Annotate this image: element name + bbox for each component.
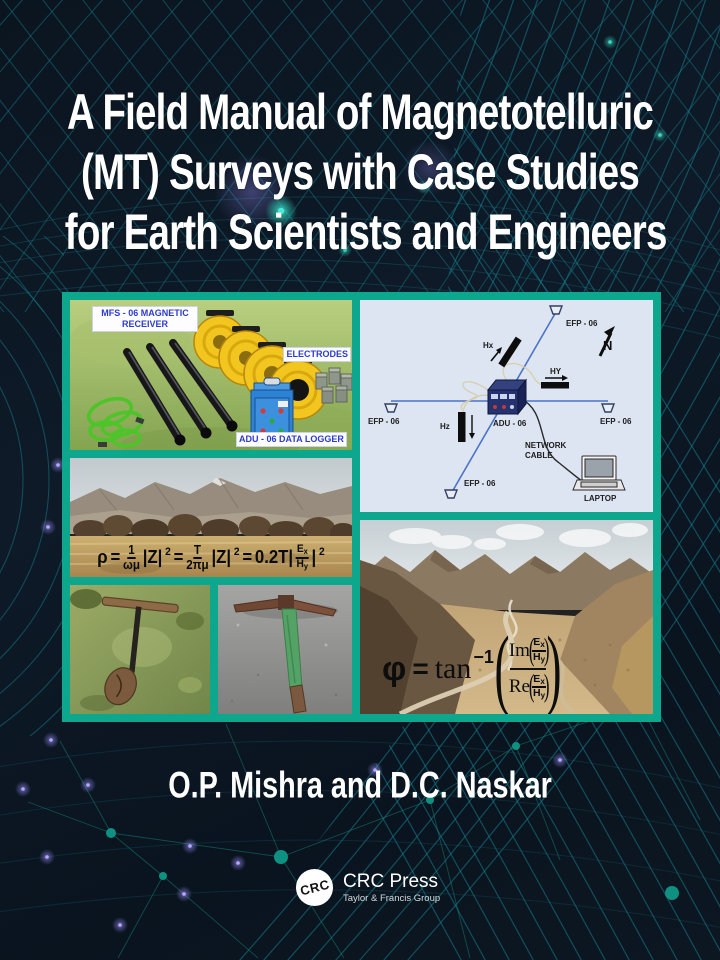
- auger-photo-panel: [62, 577, 218, 722]
- publisher-tagline: Taylor & Francis Group: [343, 892, 441, 904]
- crc-logo: CRC: [296, 869, 333, 906]
- landscape-photo-panel: ρ = 1 ωμ |Z| 2 = T 2πμ |Z| 2 = 0.2T| Ex Hy |…: [62, 450, 360, 585]
- apparent-resistivity-formula: ρ = 1 ωμ |Z| 2 = T 2πμ |Z| 2 = 0.2T| Ex Hy |…: [97, 542, 325, 572]
- network-cable-label-1: NETWORK: [525, 441, 567, 450]
- north-arrow: [598, 326, 615, 357]
- equipment-photo-panel: MFS - 06 MAGNETIC RECEIVER ELECTRODES AD…: [62, 292, 360, 458]
- hy-label: HY: [550, 367, 562, 376]
- mt-survey-diagram: EFP - 06 EFP - 06 EFP - 06 EFP - 06 Hx H…: [360, 300, 653, 512]
- pickaxe-scene: [218, 585, 352, 714]
- survey-layout-diagram-panel: EFP - 06 EFP - 06 EFP - 06 EFP - 06 Hx H…: [352, 292, 661, 520]
- electrodes-label: ELECTRODES: [283, 347, 351, 362]
- magnetic-sensor-rods: [123, 339, 238, 446]
- efp-right-label: EFP - 06: [600, 417, 632, 426]
- hz-label: Hz: [440, 422, 450, 431]
- clouds: [389, 523, 648, 550]
- title-line-1: A Field Manual of Magnetotelluric: [66, 83, 654, 140]
- data-logger-label: ADU - 06 DATA LOGGER: [236, 432, 347, 447]
- electrode-symbols: [383, 305, 616, 499]
- hx-label: Hx: [483, 341, 494, 350]
- hx-coil: [490, 336, 522, 368]
- valley-scene: [360, 520, 653, 714]
- phi-symbol: φ: [382, 649, 407, 688]
- crc-logo-text: CRC: [298, 876, 331, 899]
- publisher-block: CRC CRC Press Taylor & Francis Group: [296, 869, 440, 906]
- efp-bottom-label: EFP - 06: [464, 479, 496, 488]
- receiver-label: MFS - 06 MAGNETIC RECEIVER: [92, 306, 198, 332]
- efp-left-label: EFP - 06: [368, 417, 400, 426]
- pickaxe-tool: [233, 595, 338, 714]
- landscape-scene: [70, 458, 352, 577]
- laptop-label: LAPTOP: [584, 494, 617, 503]
- cable-coils: [86, 396, 144, 448]
- hy-coil: [541, 375, 569, 389]
- auger-scene: [70, 585, 210, 714]
- laptop-icon: [572, 455, 626, 491]
- electrode-pots: [315, 367, 352, 404]
- title-line-2: (MT) Surveys with Case Studies: [81, 143, 640, 200]
- rho-symbol: ρ: [97, 547, 108, 568]
- adu-box: [486, 378, 528, 416]
- data-logger-box: [250, 377, 294, 441]
- authors-line: O.P. Mishra and D.C. Naskar: [168, 763, 552, 806]
- auger-tool: [101, 596, 179, 706]
- title-line-3: for Earth Scientists and Engineers: [64, 203, 668, 260]
- dirt-road: [398, 610, 515, 714]
- book-title: A Field Manual of Magnetotelluric (MT) S…: [0, 82, 720, 262]
- network-cable-line: [519, 397, 583, 482]
- pickaxe-photo-panel: [210, 577, 360, 722]
- north-label: N: [603, 338, 612, 353]
- network-cable-label-2: CABLE: [525, 451, 553, 460]
- publisher-name: CRC Press: [343, 870, 439, 892]
- hz-coil: [458, 412, 475, 442]
- valley-photo-panel: φ = tan −1 ( Im ( Ex Hy ) Re (: [352, 512, 661, 722]
- adu-label: ADU - 06: [493, 419, 527, 428]
- equipment-photo-scene: [70, 300, 352, 450]
- efp-top-label: EFP - 06: [566, 319, 598, 328]
- impedance-phase-formula: φ = tan −1 ( Im ( Ex Hy ) Re (: [382, 619, 562, 719]
